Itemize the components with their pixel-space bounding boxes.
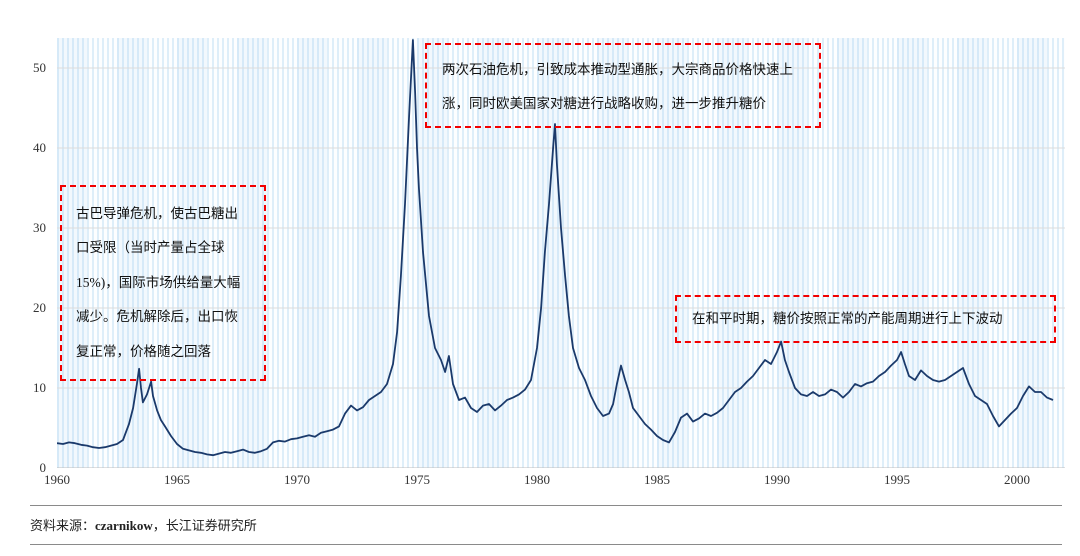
- y-tick-label: 0: [39, 460, 47, 475]
- x-tick-label: 1990: [764, 472, 790, 487]
- annotation-peace-period: 在和平时期，糖价按照正常的产能周期进行上下波动: [675, 295, 1056, 343]
- annotation-oil-crisis-text: 两次石油危机，引致成本推动型通胀，大宗商品价格快速上涨，同时欧美国家对糖进行战略…: [442, 62, 793, 111]
- line-chart-canvas: [57, 39, 1065, 468]
- annotation-cuban-missile-crisis-text: 古巴导弹危机，使古巴糖出口受限（当时产量占全球15%)，国际市场供给量大幅减少。…: [76, 206, 241, 359]
- source-label: 资料来源：: [30, 518, 96, 533]
- y-axis: 0 10 20 30 40 50: [14, 38, 52, 475]
- annotation-cuban-missile-crisis: 古巴导弹危机，使古巴糖出口受限（当时产量占全球15%)，国际市场供给量大幅减少。…: [60, 185, 266, 381]
- sugar-price-line: [57, 39, 1054, 457]
- x-tick-label: 1965: [164, 472, 190, 487]
- x-axis: 1960 1965 1970 1975 1980 1985 1990 1995 2000: [44, 472, 1065, 492]
- y-tick-label: 50: [33, 60, 46, 75]
- annotation-oil-crisis: 两次石油危机，引致成本推动型通胀，大宗商品价格快速上涨，同时欧美国家对糖进行战略…: [425, 43, 821, 128]
- annotation-peace-period-text: 在和平时期，糖价按照正常的产能周期进行上下波动: [692, 311, 1003, 326]
- x-tick-label: 2000: [1004, 472, 1030, 487]
- x-tick-label: 1970: [284, 472, 310, 487]
- y-tick-label: 30: [33, 220, 46, 235]
- source-name: czarnikow: [95, 518, 153, 533]
- y-tick-label: 10: [33, 380, 46, 395]
- source-note: 资料来源：czarnikow，长江证券研究所: [30, 505, 1062, 545]
- source-suffix: ，长江证券研究所: [152, 518, 257, 533]
- x-tick-label: 1995: [884, 472, 910, 487]
- y-tick-label: 40: [33, 140, 46, 155]
- x-tick-label: 1960: [44, 472, 70, 487]
- x-tick-label: 1980: [524, 472, 550, 487]
- x-tick-label: 1975: [404, 472, 430, 487]
- x-tick-label: 1985: [644, 472, 670, 487]
- chart-plot-area: [57, 38, 1065, 468]
- y-tick-label: 20: [33, 300, 46, 315]
